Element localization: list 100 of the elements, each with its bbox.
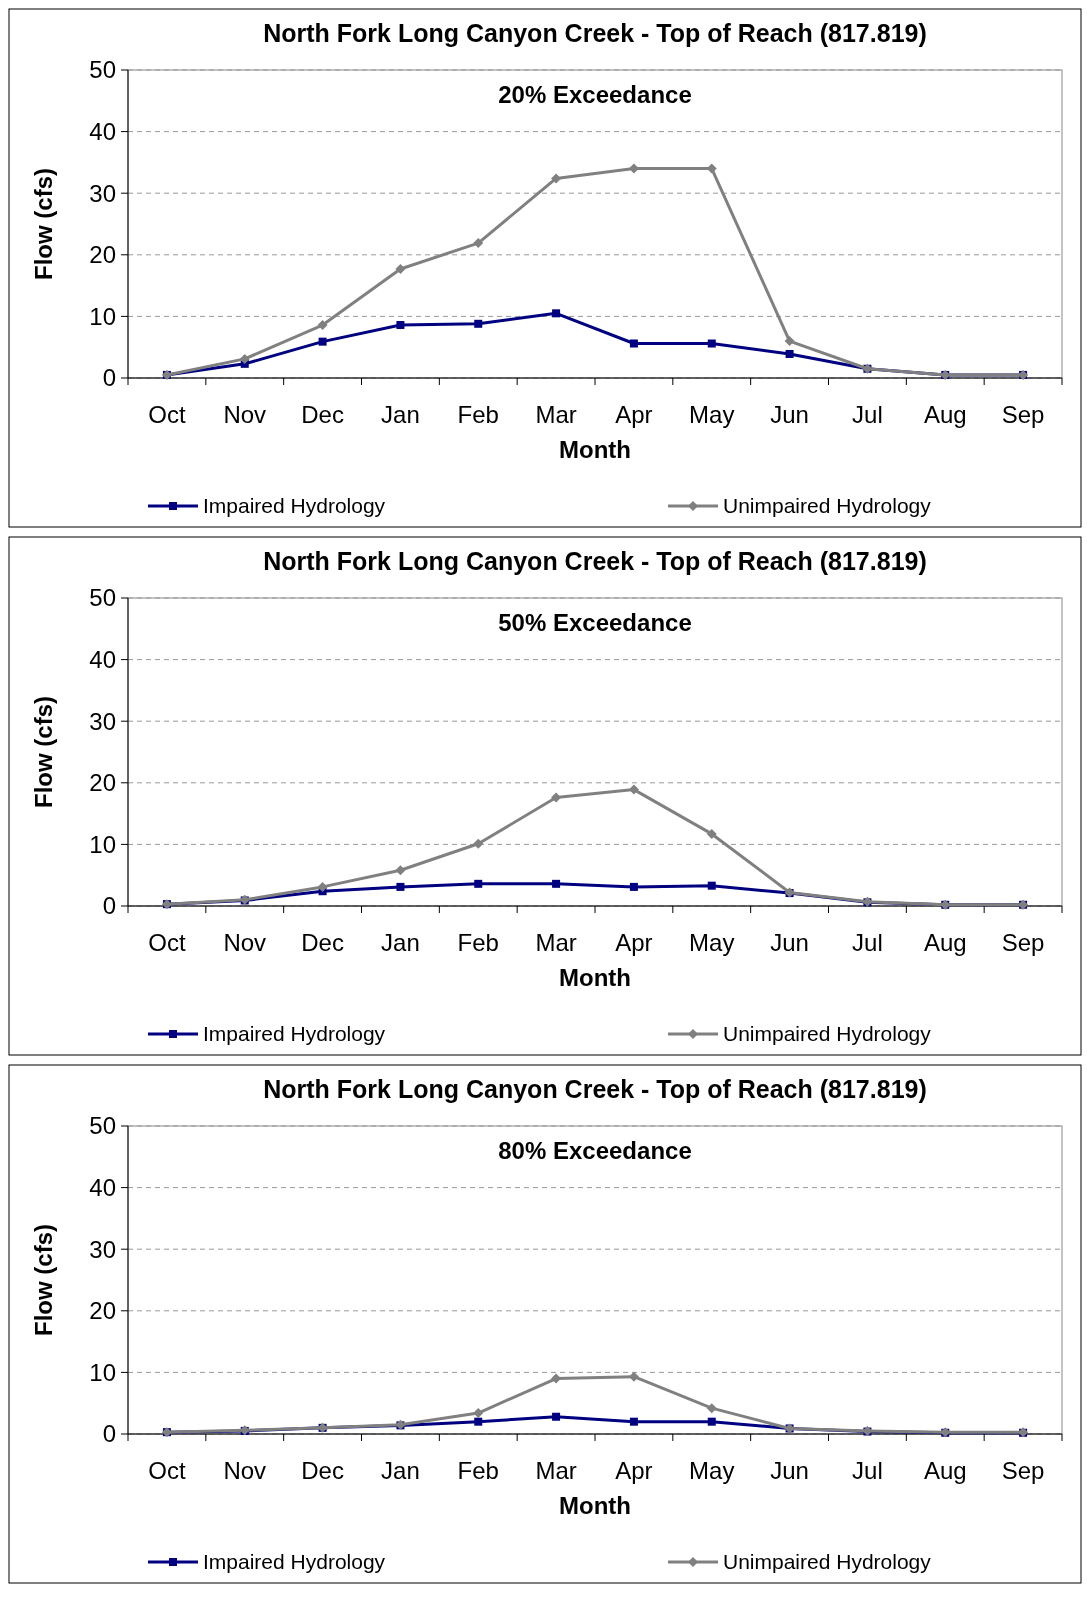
x-tick-label: Mar [535,929,577,956]
x-tick-label: Mar [535,401,577,428]
point [551,173,562,184]
y-tick-label: 40 [89,646,116,673]
point [784,336,795,347]
chart-title: North Fork Long Canyon Creek - Top of Reach (817.819) [263,19,927,47]
x-tick-label: Jan [381,1457,420,1484]
x-tick-label: Feb [457,1457,499,1484]
point [395,263,406,274]
x-tick-label: Feb [457,929,499,956]
point [473,838,484,849]
point [473,238,484,249]
y-tick-label: 10 [89,830,116,858]
x-tick-label: Oct [148,929,186,956]
x-tick-label: Apr [615,401,653,428]
point [473,1408,484,1419]
x-tick-label: Apr [615,1457,653,1484]
y-tick-label: 30 [89,179,116,207]
y-tick-label: 50 [89,1112,116,1140]
legend-label: Unimpaired Hydrology [723,1022,932,1046]
point [629,1417,638,1426]
x-tick-label: Jun [770,1457,809,1484]
y-axis-title: Flow (cfs) [30,168,57,280]
y-tick-label: 10 [89,302,116,330]
point [706,1403,717,1414]
chart-title: North Fork Long Canyon Creek - Top of Reach (817.819) [263,547,927,575]
y-tick-label: 0 [102,1420,116,1448]
x-tick-label: May [689,401,735,428]
point [628,163,639,174]
y-tick-label: 10 [89,1358,116,1386]
y-tick-label: 0 [102,364,116,392]
point [317,881,328,892]
y-tick-label: 50 [89,56,116,84]
y-tick-label: 20 [89,769,116,797]
legend-label: Impaired Hydrology [203,1022,386,1046]
point [474,1417,483,1426]
x-tick-label: Oct [148,401,186,428]
x-tick-label: Oct [148,1457,186,1484]
x-tick-label: Jun [770,929,809,956]
x-tick-label: Jun [770,401,809,428]
x-tick-label: Jul [852,929,883,956]
point [474,879,483,888]
y-tick-label: 30 [89,1235,116,1263]
x-tick-label: May [689,1457,735,1484]
x-tick-label: Sep [1001,1457,1045,1484]
x-tick-label: Dec [301,1457,344,1484]
point [552,1412,561,1421]
y-tick-label: 40 [89,1174,116,1201]
x-tick-label: Apr [615,929,653,956]
x-tick-label: Jan [381,401,420,428]
y-tick-label: 30 [89,707,116,735]
point [396,321,405,330]
x-tick-label: Dec [301,401,344,428]
point [395,865,406,876]
x-tick-label: Mar [535,1457,577,1484]
y-axis-title: Flow (cfs) [30,1224,57,1336]
point [628,784,639,795]
point [318,337,327,346]
x-tick-label: Aug [923,401,967,428]
point [706,828,717,839]
point [551,792,562,803]
x-axis-title: Month [559,436,631,463]
text: 50% Exceedance [498,609,692,636]
point [239,353,250,364]
point [707,881,716,890]
point [707,339,716,348]
point [629,882,638,891]
legend-label: Unimpaired Hydrology [723,494,932,518]
x-tick-label: Aug [923,1457,967,1484]
x-tick-label: Sep [1001,929,1045,956]
x-tick-label: Jan [381,929,420,956]
y-tick-label: 40 [89,118,116,145]
legend-label: Unimpaired Hydrology [723,1550,932,1574]
x-tick-label: Aug [923,929,967,956]
text: 80% Exceedance [498,1137,692,1164]
point [552,879,561,888]
x-tick-label: Feb [457,401,499,428]
y-tick-label: 20 [89,1297,116,1325]
point [474,319,483,328]
chart-title: North Fork Long Canyon Creek - Top of Reach (817.819) [263,1075,927,1103]
point [552,309,561,318]
y-tick-label: 0 [102,892,116,920]
point [707,1417,716,1426]
point [396,882,405,891]
point [317,320,328,331]
x-tick-label: Jul [852,1457,883,1484]
x-tick-label: Dec [301,929,344,956]
y-tick-label: 50 [89,584,116,612]
y-tick-label: 20 [89,241,116,269]
x-tick-label: Nov [223,929,267,956]
point [785,349,794,358]
x-tick-label: Jul [852,401,883,428]
y-axis-title: Flow (cfs) [30,696,57,808]
point [629,339,638,348]
legend-label: Impaired Hydrology [203,494,386,518]
x-axis-title: Month [559,1492,631,1519]
x-tick-label: Sep [1001,401,1045,428]
legend-label: Impaired Hydrology [203,1550,386,1574]
x-tick-label: May [689,929,735,956]
x-axis-title: Month [559,964,631,991]
